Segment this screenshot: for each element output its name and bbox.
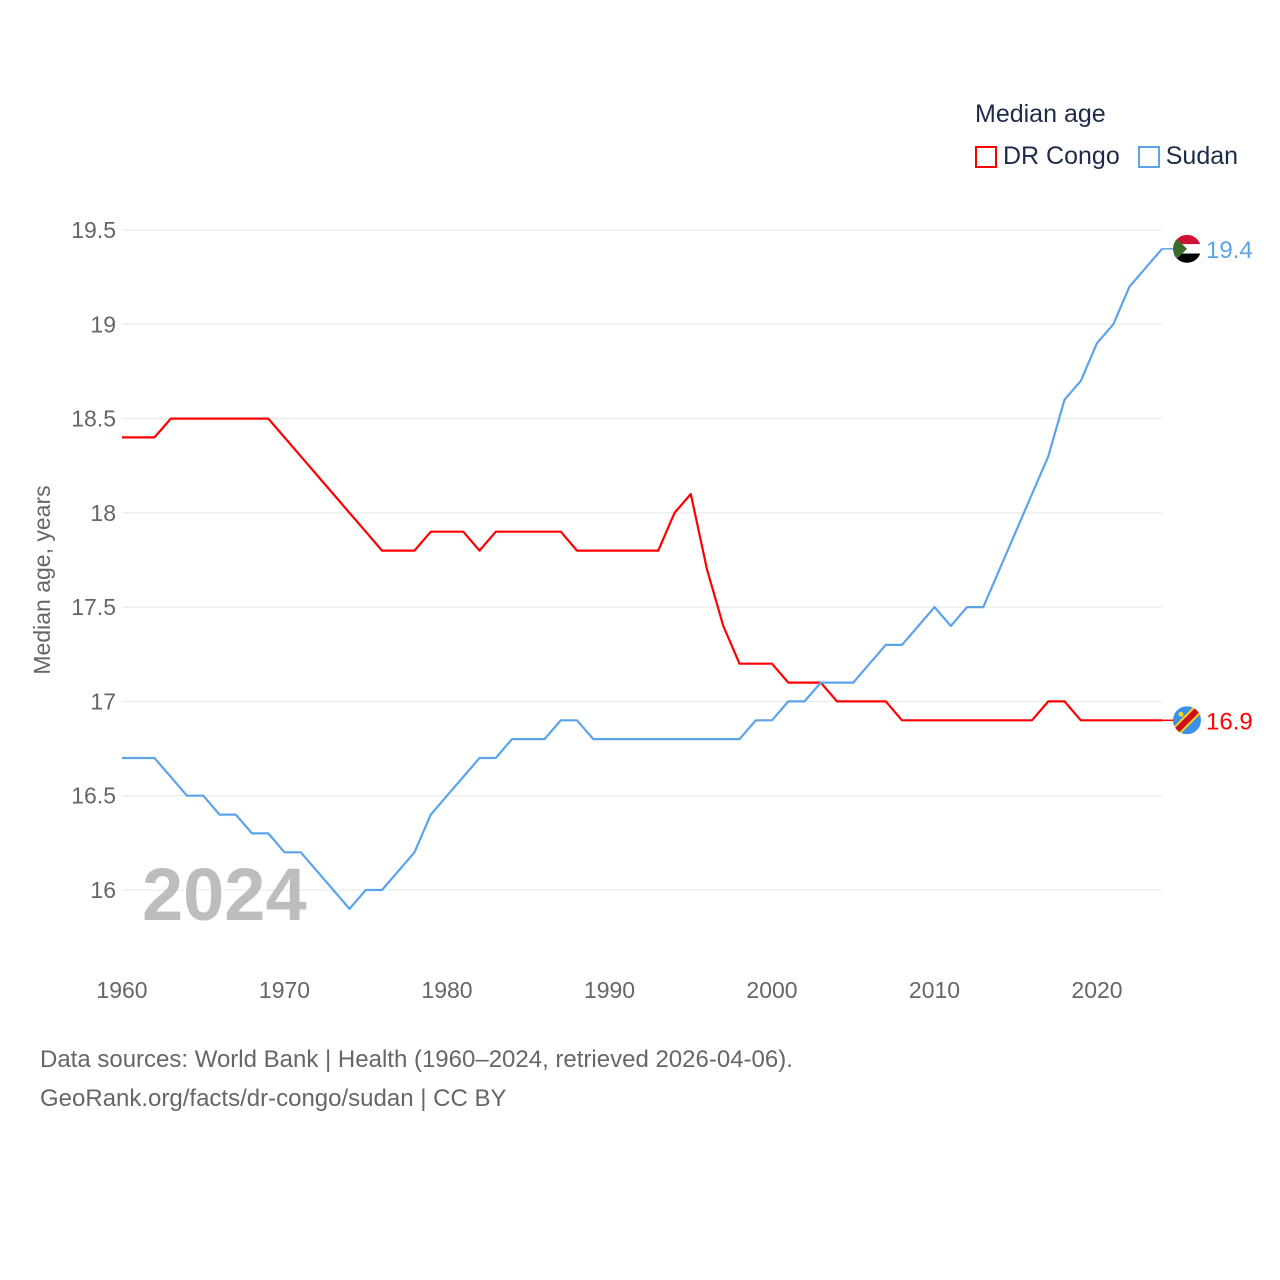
source-line-1: Data sources: World Bank | Health (1960–… (40, 1046, 793, 1073)
series-line-dr-congo (122, 417, 1162, 722)
y-tick-label: 17 (90, 688, 116, 714)
legend-label-dr-congo: DR Congo (1003, 142, 1120, 170)
x-tick-label: 2020 (1071, 977, 1122, 1003)
x-tick-label: 2000 (746, 977, 797, 1003)
series-line-sudan (122, 248, 1163, 911)
legend-title: Median age (975, 100, 1106, 128)
sudan-flag-icon (1173, 234, 1201, 263)
dr-congo-flag-icon (1173, 706, 1201, 735)
y-tick-label: 16 (90, 877, 116, 903)
legend-label-sudan: Sudan (1165, 142, 1239, 170)
y-axis-label: Median age, years (29, 485, 55, 674)
y-tick-label: 19.5 (71, 217, 116, 243)
y-tick-label: 18.5 (71, 406, 116, 432)
x-tick-label: 1980 (421, 977, 472, 1003)
y-tick-label: 18 (90, 500, 116, 526)
y-tick-label: 17.5 (71, 594, 116, 620)
end-value-label-dr-congo: 16.9 (1206, 708, 1253, 735)
x-tick-label: 1990 (584, 977, 635, 1003)
legend-swatch-dr-congo (975, 145, 997, 168)
x-tick-label: 1970 (259, 977, 310, 1003)
legend-item-dr-congo[interactable]: DR Congo (975, 142, 1120, 171)
legend: DR Congo Sudan (975, 142, 1238, 171)
x-tick-label: 1960 (96, 977, 147, 1003)
year-label: 2024 (142, 853, 307, 936)
x-tick-label: 2010 (909, 977, 960, 1003)
y-tick-label: 19 (90, 311, 116, 337)
legend-item-sudan[interactable]: Sudan (1137, 142, 1239, 171)
end-value-label-sudan: 19.4 (1206, 237, 1253, 264)
y-tick-label: 16.5 (71, 783, 116, 809)
legend-swatch-sudan (1137, 145, 1160, 168)
source-line-2[interactable]: GeoRank.org/facts/dr-congo/sudan | CC BY (40, 1085, 507, 1112)
